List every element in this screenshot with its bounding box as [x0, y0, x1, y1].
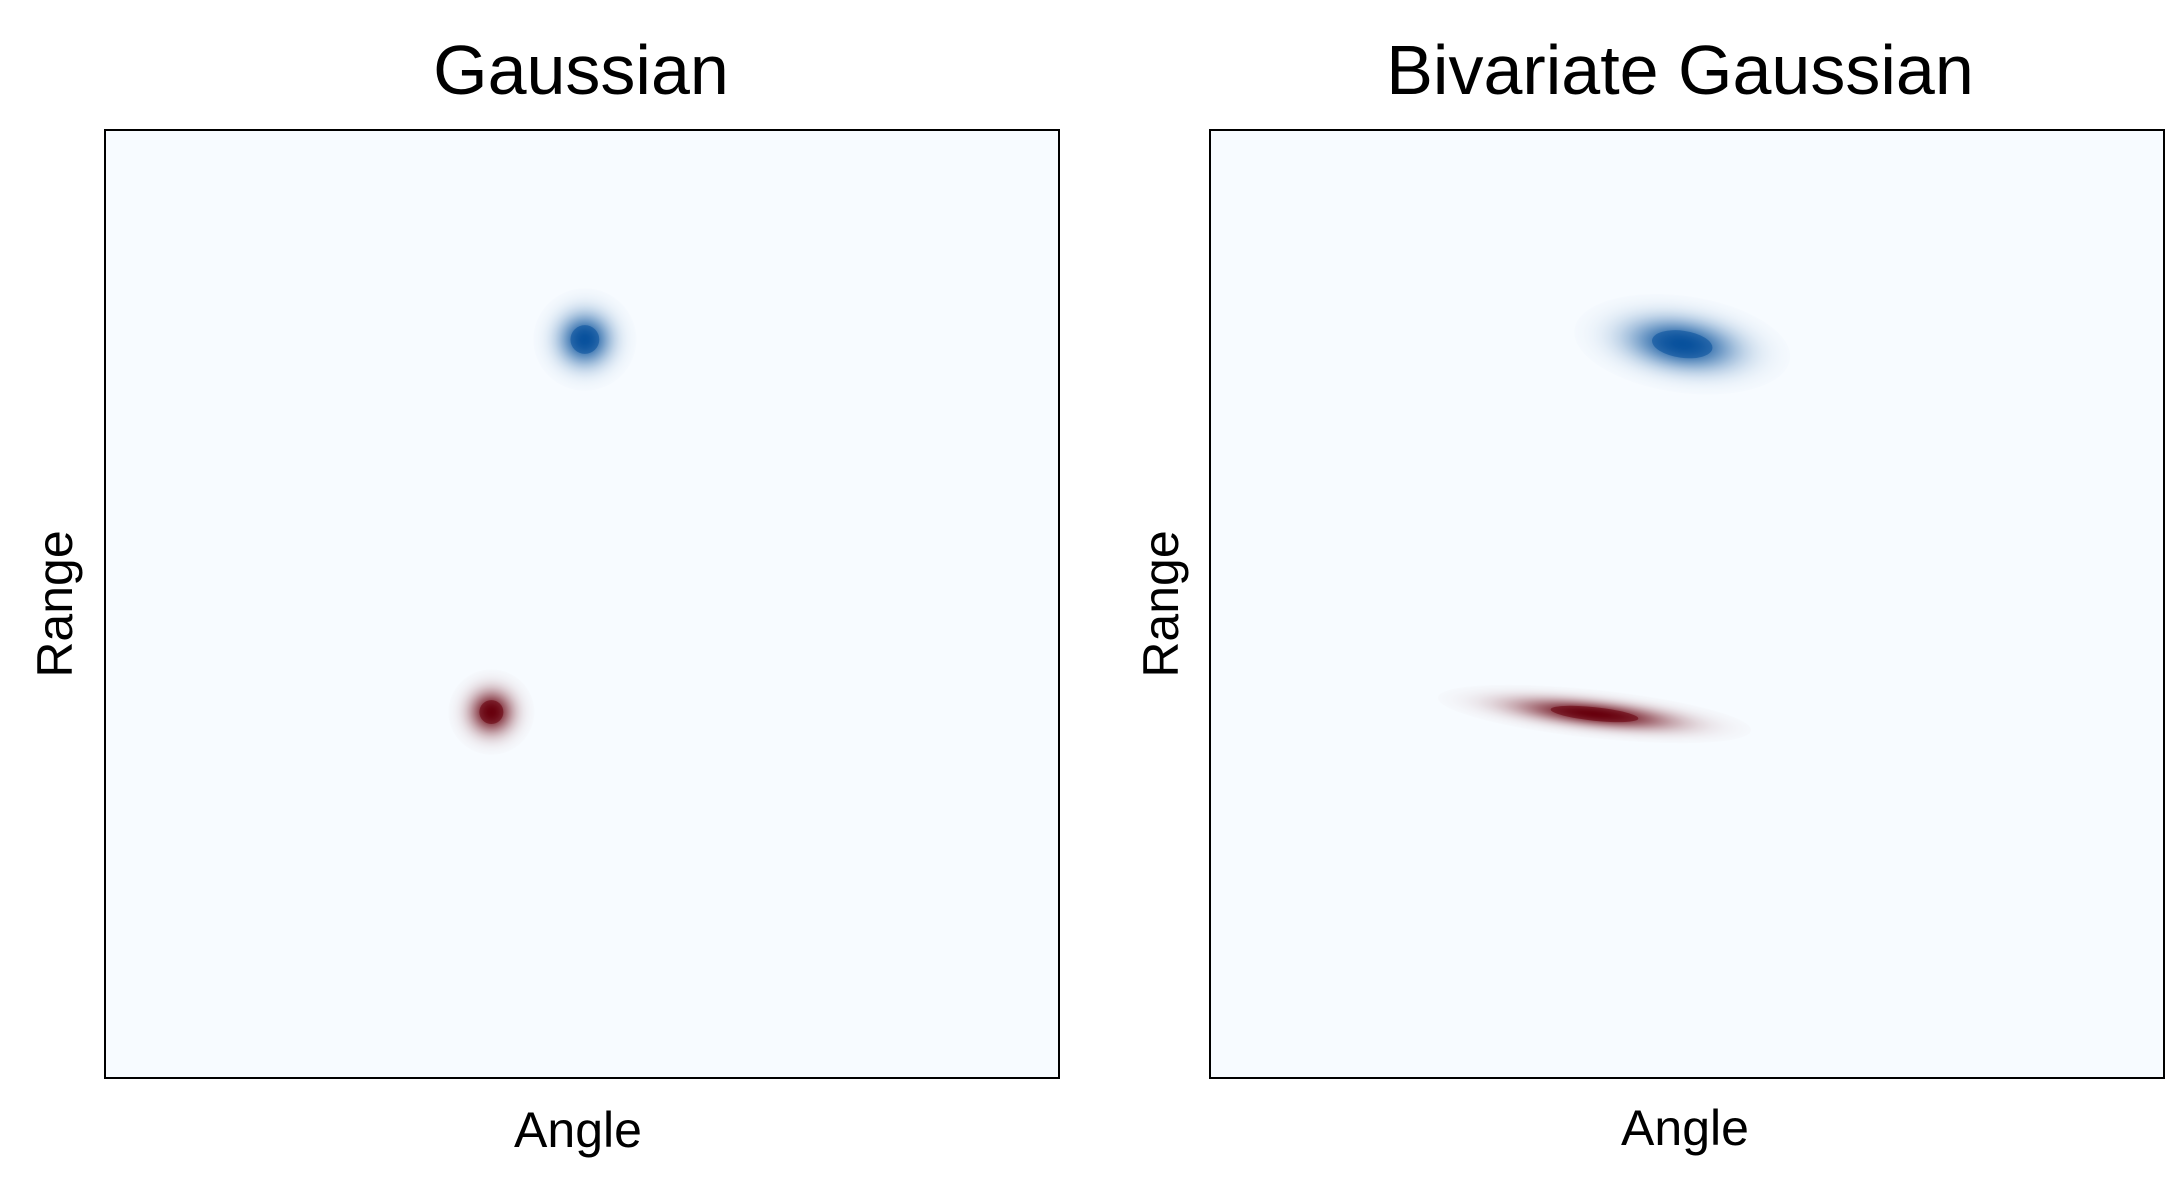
gaussian-x-axis-label: Angle [514, 1102, 642, 1158]
heatmap-blob-core [1550, 705, 1639, 723]
heatmap-blob-core [479, 700, 504, 725]
bivariate-gaussian-plot-background [1210, 130, 2164, 1078]
heatmap-blob-core [570, 325, 600, 354]
gaussian-panel: Gaussian Angle Range [27, 31, 1060, 1158]
bivariate-gaussian-y-axis-label: Range [1133, 530, 1189, 677]
gaussian-y-axis-label: Range [27, 530, 83, 677]
gaussian-chart-title: Gaussian [433, 31, 729, 109]
bivariate-gaussian-panel: Bivariate Gaussian Angle Range [1133, 31, 2165, 1156]
bivariate-gaussian-plot-frame [1209, 129, 2165, 1079]
gaussian-plot-background [105, 130, 1059, 1078]
bivariate-gaussian-x-axis-label: Angle [1621, 1100, 1749, 1156]
gaussian-plot-frame [104, 129, 1060, 1079]
bivariate-gaussian-chart-title: Bivariate Gaussian [1386, 31, 1974, 109]
heatmap-blob-core [1652, 330, 1713, 359]
gaussian-heatmap-blobs [448, 288, 637, 755]
bivariate-gaussian-heatmap-blobs [1437, 294, 1791, 744]
